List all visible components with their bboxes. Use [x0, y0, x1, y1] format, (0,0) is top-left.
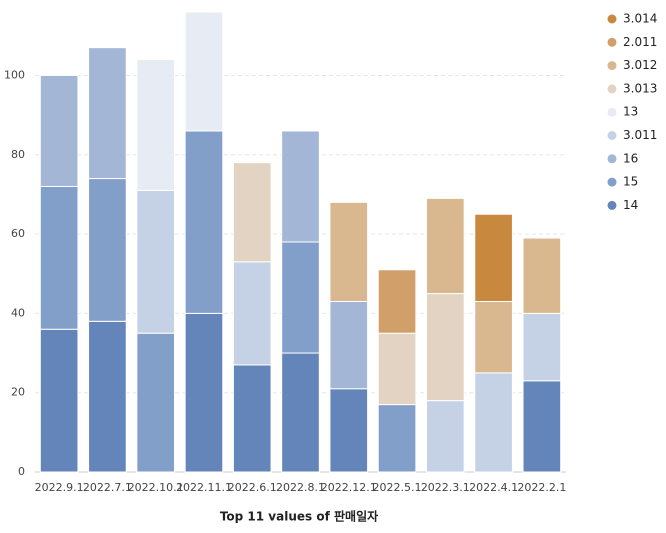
y-tick-label: 80	[11, 148, 25, 161]
legend-label: 14	[623, 198, 638, 212]
bar-segment	[232, 162, 272, 263]
bar-segment	[281, 352, 320, 473]
legend-marker	[607, 200, 617, 210]
y-tick-label: 20	[11, 386, 25, 399]
x-tick-label: 2022.10.1	[128, 481, 184, 494]
bar-segment	[136, 189, 176, 334]
bar-segment	[474, 372, 513, 473]
x-tick-label: 2022.4.1	[469, 481, 518, 494]
legend-label: 3.011	[623, 128, 657, 142]
legend-marker	[607, 154, 617, 164]
legend-label: 13	[623, 105, 638, 119]
bar-segment	[522, 380, 562, 473]
legend-marker	[607, 61, 617, 71]
bar-segment	[329, 300, 369, 390]
bar-segment	[281, 241, 320, 354]
bar-segment	[232, 261, 272, 366]
bar-segment	[39, 328, 79, 473]
bar-segment	[136, 59, 176, 191]
y-tick-label: 40	[11, 306, 25, 319]
legend-label: 3.013	[623, 81, 657, 95]
x-tick-label: 2022.6.1	[228, 481, 277, 494]
y-tick-label: 100	[4, 68, 25, 81]
legend-marker	[607, 37, 617, 47]
bar-segment	[88, 320, 127, 473]
bar-segment	[425, 400, 465, 473]
bar-segment	[522, 312, 562, 382]
bar-segment	[281, 130, 320, 243]
legend-marker	[607, 131, 617, 140]
bar-segment	[232, 364, 272, 473]
legend-label: 16	[623, 151, 638, 165]
bar-segment	[329, 388, 369, 473]
legend-marker	[607, 107, 617, 117]
bar-segment	[425, 293, 465, 402]
bar-segment	[184, 11, 224, 132]
legend-label: 3.012	[623, 58, 657, 72]
legend-marker	[607, 14, 617, 24]
x-tick-label: 2022.3.1	[421, 481, 470, 494]
bar-segment	[329, 201, 369, 302]
legend-marker	[607, 177, 617, 187]
x-tick-label: 2022.5.1	[373, 481, 422, 494]
bar-segment	[136, 332, 176, 473]
y-tick-label: 0	[18, 465, 25, 478]
bar-segment	[522, 237, 562, 314]
x-tick-label: 2022.8.1	[276, 481, 325, 494]
bar-segment	[425, 197, 465, 295]
bar-segment	[184, 130, 224, 314]
x-tick-label: 2022.7.1	[83, 481, 132, 494]
legend-marker	[607, 84, 617, 94]
bar-segment	[474, 213, 513, 302]
bar-segment	[88, 47, 127, 180]
x-tick-label: 2022.2.1	[517, 481, 566, 494]
x-axis-label: Top 11 values of 판매일자	[220, 509, 378, 524]
bar-segment	[377, 404, 417, 473]
bar-segment	[377, 332, 417, 406]
legend-label: 15	[623, 175, 638, 189]
legend-label: 3.014	[623, 12, 657, 26]
legend-label: 2.011	[623, 35, 657, 49]
bar-segment	[377, 269, 417, 334]
bar-segment	[474, 300, 513, 374]
x-tick-label: 2022.9.1	[35, 481, 84, 494]
bar-segment	[88, 178, 127, 322]
bar-segment	[39, 185, 79, 330]
y-tick-label: 60	[11, 227, 25, 240]
bar-segment	[184, 312, 224, 473]
x-tick-label: 2022.12.1	[321, 481, 377, 494]
x-tick-label: 2022.11.1	[176, 481, 232, 494]
bar-segment	[39, 74, 79, 187]
